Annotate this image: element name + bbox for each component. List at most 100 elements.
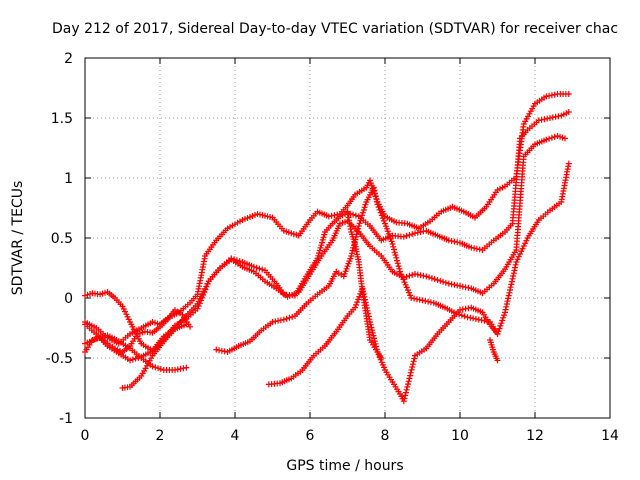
- data-point: [404, 383, 411, 390]
- data-point: [357, 217, 364, 224]
- data-point: [428, 275, 435, 282]
- data-point: [409, 271, 416, 278]
- data-point: [253, 264, 260, 271]
- data-point: [546, 92, 553, 99]
- x-tick-label: 12: [526, 428, 544, 444]
- data-point: [400, 233, 407, 240]
- data-point: [494, 357, 501, 364]
- data-point: [565, 160, 572, 167]
- data-point: [348, 250, 355, 257]
- y-tick-label: 0: [64, 291, 73, 307]
- data-point: [356, 293, 363, 300]
- data-point: [362, 201, 369, 208]
- data-point: [392, 252, 399, 258]
- data-point: [352, 212, 359, 219]
- data-point: [319, 239, 325, 246]
- data-point: [403, 386, 410, 393]
- data-point: [500, 314, 507, 321]
- data-point: [183, 364, 190, 371]
- series-track-3: [82, 133, 568, 354]
- y-tick-label: 1: [64, 171, 73, 187]
- data-point: [520, 243, 527, 249]
- data-point: [378, 212, 385, 219]
- x-tick-label: 14: [601, 428, 619, 444]
- data-point: [401, 395, 408, 402]
- data-point: [515, 253, 522, 260]
- data-point: [320, 234, 327, 241]
- data-point: [369, 327, 375, 334]
- data-point: [551, 133, 558, 140]
- data-point: [353, 301, 360, 308]
- data-point: [129, 356, 136, 363]
- data-point: [546, 135, 553, 142]
- data-point: [375, 204, 382, 211]
- data-point: [393, 254, 400, 261]
- data-point: [187, 323, 193, 330]
- data-point: [497, 322, 504, 329]
- data-point: [352, 304, 358, 311]
- x-tick-label: 6: [306, 428, 315, 444]
- data-point: [391, 249, 398, 256]
- data-point: [426, 274, 433, 281]
- data-point: [434, 277, 441, 283]
- data-point: [157, 366, 164, 373]
- data-point: [402, 389, 409, 396]
- data-point: [559, 193, 566, 200]
- data-point: [543, 136, 550, 143]
- data-point: [564, 168, 571, 175]
- data-point: [367, 177, 373, 184]
- axis-ticks: 0 2 4 6 8 10 12 14 -1 -0.5 0 0.5 1 1.5 2: [46, 51, 619, 444]
- data-point: [496, 325, 503, 332]
- series-track-1: [82, 91, 572, 347]
- series-track-5: [119, 285, 501, 405]
- x-tick-label: 4: [231, 428, 240, 444]
- data-point: [394, 260, 401, 267]
- data-point: [406, 375, 413, 382]
- data-point: [152, 364, 159, 371]
- data-point: [409, 364, 416, 370]
- data-point: [565, 91, 572, 97]
- data-point: [501, 312, 508, 319]
- data-point: [367, 180, 374, 187]
- data-point: [127, 357, 133, 364]
- data-point: [505, 292, 512, 299]
- data-point: [286, 314, 293, 321]
- data-point: [149, 363, 156, 370]
- x-tick-label: 10: [451, 428, 469, 444]
- data-point: [398, 271, 405, 278]
- x-axis-label: GPS time / hours: [286, 458, 403, 474]
- data-point: [355, 296, 362, 303]
- data-point: [354, 299, 361, 306]
- grid: [85, 58, 610, 418]
- data-point: [562, 135, 568, 142]
- data-point: [440, 278, 447, 285]
- data-point: [389, 241, 396, 247]
- data-point: [405, 381, 411, 388]
- y-tick-label: 1.5: [51, 111, 73, 127]
- data-point: [289, 313, 296, 320]
- data-point: [370, 332, 377, 339]
- data-point: [360, 207, 367, 213]
- data-point: [355, 223, 362, 229]
- data-point: [408, 366, 415, 373]
- x-tick-label: 0: [81, 428, 90, 444]
- data-point: [437, 277, 444, 284]
- chart-title: Day 212 of 2017, Sidereal Day-to-day VTE…: [52, 21, 618, 37]
- data-point: [355, 225, 362, 232]
- data-point: [402, 392, 409, 399]
- data-point: [442, 279, 449, 286]
- data-point: [374, 201, 381, 208]
- x-tick-label: 8: [381, 428, 390, 444]
- data-point: [461, 313, 468, 320]
- data-point: [396, 265, 403, 272]
- data-point: [155, 365, 162, 372]
- data-points: [82, 91, 572, 405]
- data-point: [523, 237, 530, 244]
- data-point: [354, 228, 361, 235]
- data-point: [101, 333, 108, 340]
- data-point: [512, 261, 519, 268]
- y-tick-label: -0.5: [46, 351, 73, 367]
- data-point: [406, 289, 412, 296]
- y-tick-label: 2: [64, 51, 73, 67]
